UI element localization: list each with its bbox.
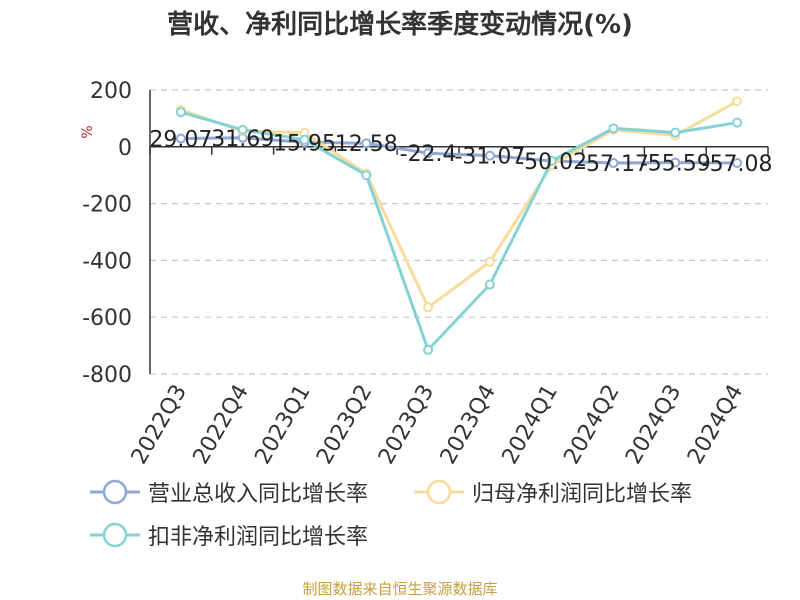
series-3-point xyxy=(670,127,681,138)
series-2-point xyxy=(484,256,495,267)
data-label: -55.59 xyxy=(640,152,711,177)
series-1-point xyxy=(361,138,372,149)
data-label: -57.08 xyxy=(702,152,773,177)
y-tick-label: -800 xyxy=(82,363,132,388)
y-tick-label: -600 xyxy=(82,306,132,331)
data-label: 29.07 xyxy=(149,128,212,153)
legend-circle xyxy=(102,522,128,548)
x-tick-label: 2022Q4 xyxy=(189,381,254,469)
series-1-point xyxy=(670,157,681,168)
source-note: 制图数据来自恒生聚源数据库 xyxy=(302,580,498,598)
x-tick-label: 2024Q2 xyxy=(559,381,624,469)
y-tick-label: 0 xyxy=(118,136,132,161)
legend-label: 营业总收入同比增长率 xyxy=(148,482,369,507)
data-label: -22.4 xyxy=(400,142,457,167)
legend-circle xyxy=(102,479,128,505)
data-label: 31.69 xyxy=(211,127,274,152)
series-1-point xyxy=(423,148,434,159)
x-tick-label: 2024Q4 xyxy=(683,381,748,469)
series-lines xyxy=(175,96,743,355)
legend-marker-icon xyxy=(90,522,140,548)
y-tick-label: 200 xyxy=(90,79,132,104)
legend-marker-icon xyxy=(414,479,464,505)
data-label: 12.58 xyxy=(335,132,398,157)
series-1-point xyxy=(484,150,495,161)
series-3-point xyxy=(423,344,434,355)
series-3-point xyxy=(608,123,619,134)
x-tick-label: 2022Q3 xyxy=(127,381,192,469)
data-label: -31.07 xyxy=(454,145,525,170)
series-3-point xyxy=(732,117,743,128)
series-3-point xyxy=(361,170,372,181)
x-tick-label: 2024Q1 xyxy=(498,381,563,469)
series-line-1 xyxy=(180,136,738,165)
series-2-point xyxy=(423,302,434,313)
data-label: -50.02 xyxy=(516,150,587,175)
legend-circle xyxy=(426,479,452,505)
legend-item[interactable]: 营业总收入同比增长率 xyxy=(88,478,369,507)
x-tick-label: 2024Q3 xyxy=(621,381,686,469)
x-tick-label: 2023Q1 xyxy=(250,381,315,469)
legend-item[interactable]: 归母净利润同比增长率 xyxy=(412,478,693,507)
series-3-point xyxy=(299,134,310,145)
y-tick-label: -400 xyxy=(82,249,132,274)
x-tick-label: 2023Q2 xyxy=(312,381,377,469)
series-3-point xyxy=(484,279,495,290)
data-label: 15.95 xyxy=(273,131,336,156)
series-line-3 xyxy=(180,110,738,352)
legend-label: 归母净利润同比增长率 xyxy=(472,482,693,507)
series-2-point xyxy=(732,96,743,107)
series-3-point xyxy=(237,124,248,135)
series-line-2 xyxy=(180,100,738,309)
data-label: -57.17 xyxy=(578,152,649,177)
x-tick-label: 2023Q3 xyxy=(374,380,439,468)
series-3-point xyxy=(546,156,557,166)
legend-item[interactable]: 扣非净利润同比增长率 xyxy=(88,521,369,550)
legend-marker-icon xyxy=(90,479,140,505)
x-tick-label: 2023Q4 xyxy=(436,381,501,469)
legend-label: 扣非净利润同比增长率 xyxy=(148,525,369,550)
series-1-point xyxy=(175,133,186,144)
y-tick-label: -200 xyxy=(82,193,132,218)
y-axis-label: % xyxy=(80,125,96,138)
chart-title: 营收、净利同比增长率季度变动情况(%) xyxy=(167,10,633,40)
series-1-point xyxy=(732,158,743,169)
series-3-point xyxy=(175,107,186,118)
series-1-point xyxy=(608,158,619,169)
